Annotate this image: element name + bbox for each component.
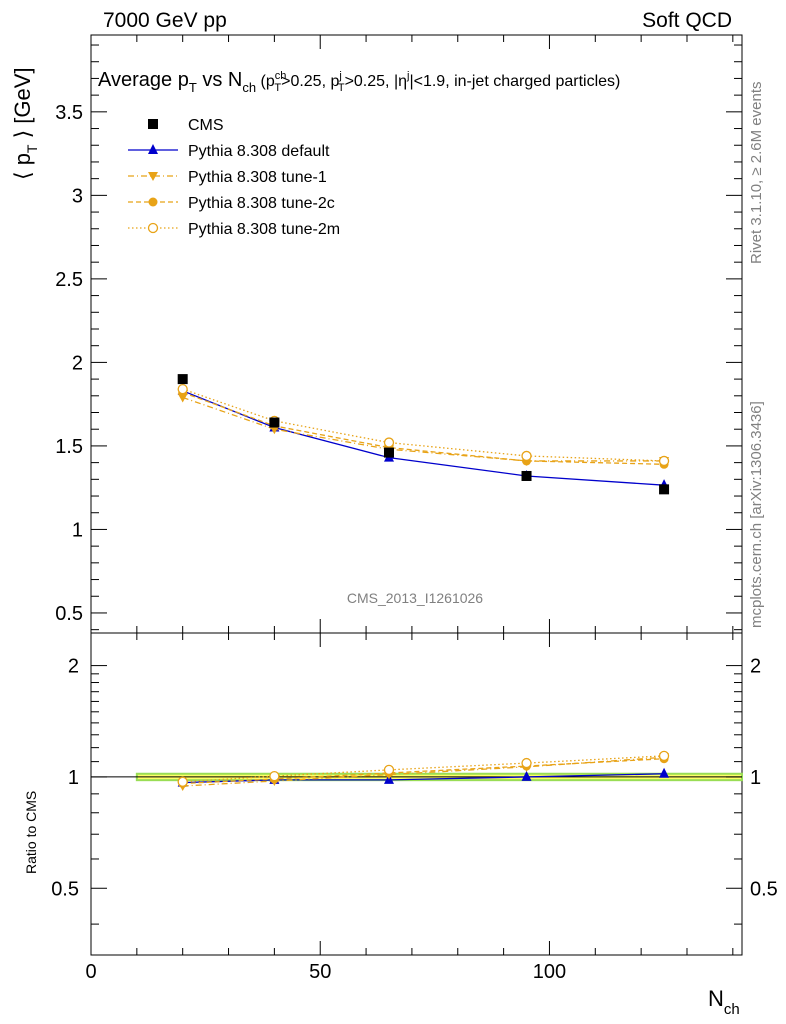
ratio-y-tick-label-right: 0.5 [750,878,778,900]
main-ylabel: ⟨ pT ⟩ [GeV] [10,67,40,180]
header-right: Soft QCD [642,9,732,32]
ratio-point-pythia-8-308-tune-2m [521,757,532,769]
legend: CMS Pythia 8.308 default Pythia 8.308 tune… [128,117,340,238]
y-tick-label: 2 [72,352,83,374]
series-line-pythia-8-308-default [182,390,665,486]
legend-label-pythia-8-308-default: Pythia 8.308 default [188,143,330,160]
xlabel: Nch [708,986,740,1018]
legend-label-pythia-8-308-tune-2m: Pythia 8.308 tune-2m [188,221,340,238]
y-tick-label: 2.5 [55,269,83,291]
y-tick-label: 3 [72,185,83,207]
main-title: Average pT vs Nch (pch T>0.25, pj T>0.25, … [98,69,620,95]
ratio-y-tick-label-right: 2 [750,656,761,678]
mcplots-label: mcplots.cern.ch [arXiv:1306.3436] [748,401,765,628]
x-tick-label: 0 [85,961,96,983]
ratio-line-pythia-8-308-tune-2m [182,755,665,783]
ratio-y-tick-label: 1 [68,767,79,789]
legend-marker-pythia-8-308-default [148,144,158,154]
axis-ticks-layer: 0 50 100 0.5 1 1.5 2 2.5 3 3.5 0.5 0.5 1 1 2 2 [51,35,778,983]
ratio-point-pythia-8-308-tune-2m [269,770,280,782]
y-tick-label: 1.5 [55,436,83,458]
ratio-point-pythia-8-308-tune-2m [177,776,188,787]
point-pythia-8-308-tune-2m [177,383,188,395]
ratio-point-pythia-8-308-tune-2m [383,764,395,776]
x-tick-label: 50 [309,961,331,983]
point-cms [521,470,532,481]
legend-label-pythia-8-308-tune-2c: Pythia 8.308 tune-2c [188,195,335,212]
y-tick-label: 1 [72,519,83,541]
ratio-point-pythia-8-308-default [659,767,670,778]
header-left: 7000 GeV pp [103,9,227,32]
ratio-series-layer [177,750,670,792]
legend-label-cms: CMS [188,117,224,134]
ratio-y-tick-label: 2 [68,656,79,678]
point-pythia-8-308-tune-2m [658,455,670,467]
series-line-pythia-8-308-tune-2m [182,388,665,462]
y-tick-label: 3.5 [55,102,83,124]
series-line-pythia-8-308-tune-2c [182,391,665,465]
ratio-ylabel: Ratio to CMS [23,791,39,874]
main-series-layer [177,374,670,495]
ratio-line-pythia-8-308-tune-1 [182,756,665,787]
ratio-y-tick-label: 0.5 [51,878,79,900]
legend-marker-cms [148,119,158,129]
legend-marker-pythia-8-308-tune-2m [147,222,159,234]
ratio-point-pythia-8-308-default [521,770,532,781]
analysis-id: CMS_2013_I1261026 [347,590,483,606]
ratio-point-pythia-8-308-tune-2m [658,750,670,762]
point-pythia-8-308-tune-2m [521,450,532,462]
point-cms [177,374,188,385]
point-cms [659,484,670,495]
y-tick-label: 0.5 [55,603,83,625]
ratio-y-tick-label-right: 1 [750,767,761,789]
point-cms [383,447,394,458]
point-pythia-8-308-tune-2m [383,437,395,448]
rivet-label: Rivet 3.1.10, ≥ 2.6M events [748,82,765,265]
legend-marker-pythia-8-308-tune-1 [148,172,158,181]
legend-label-pythia-8-308-tune-1: Pythia 8.308 tune-1 [188,169,327,186]
x-tick-label: 100 [533,961,566,983]
legend-marker-pythia-8-308-tune-2c [148,197,158,207]
point-cms [269,417,280,428]
ratio-panel-frame [90,632,743,956]
